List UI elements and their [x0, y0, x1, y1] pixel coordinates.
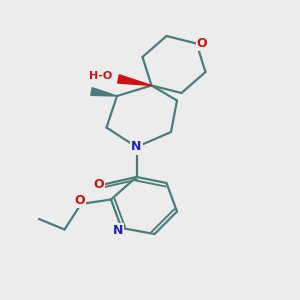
Text: N: N [113, 224, 123, 237]
Polygon shape [118, 75, 152, 86]
Text: O: O [94, 178, 104, 191]
Polygon shape [91, 88, 117, 96]
Text: O: O [74, 194, 85, 207]
Text: H-O: H-O [89, 71, 112, 81]
Text: O: O [196, 37, 207, 50]
Text: N: N [131, 140, 142, 154]
